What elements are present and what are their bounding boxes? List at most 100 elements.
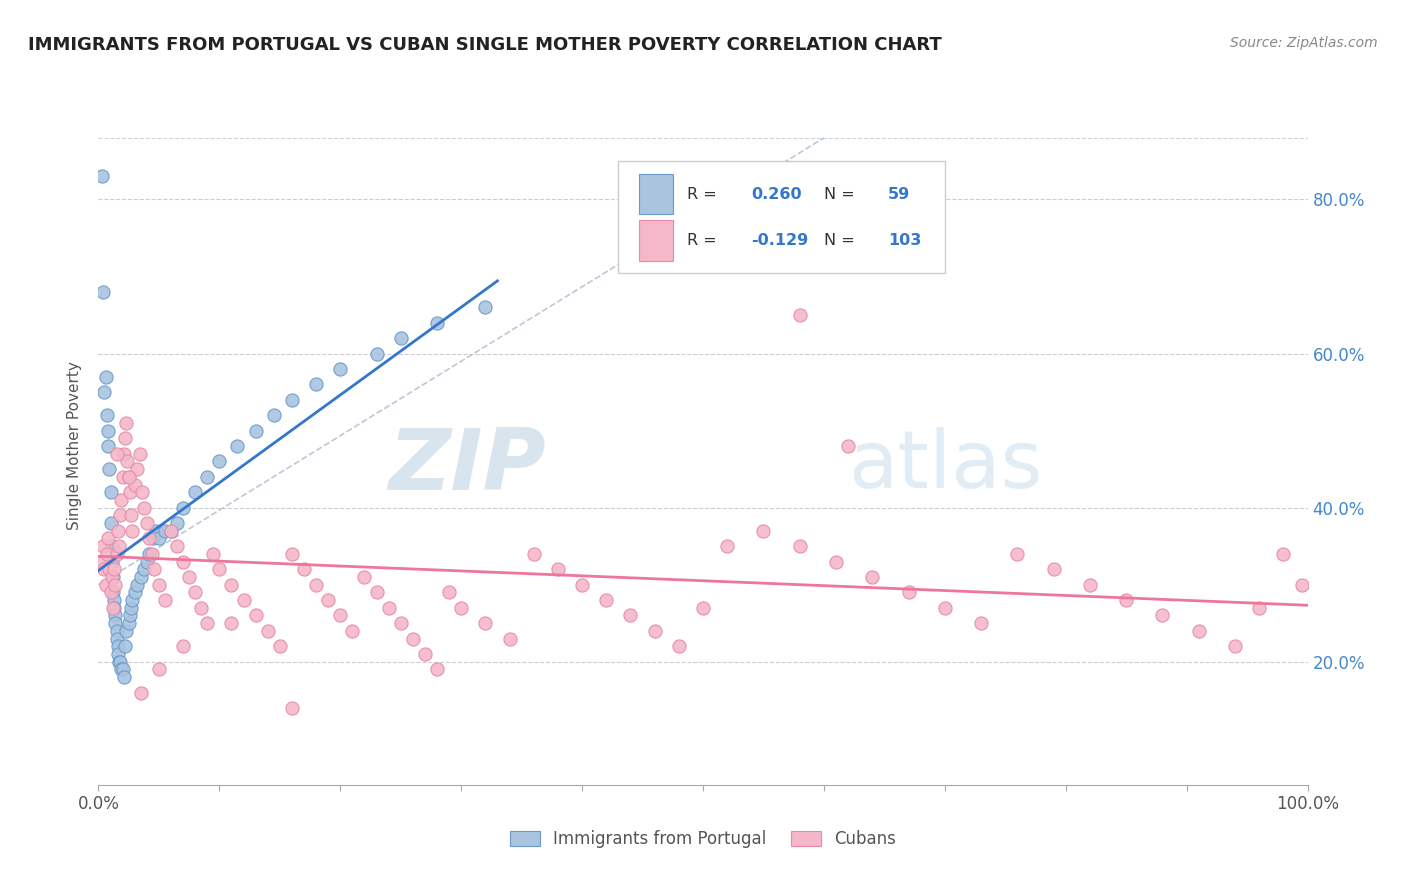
Point — [668, 640, 690, 654]
Point — [547, 562, 569, 576]
Point — [437, 585, 460, 599]
Point — [120, 600, 142, 615]
Point — [107, 524, 129, 538]
Point — [127, 577, 149, 591]
Point — [256, 624, 278, 638]
Point — [121, 524, 143, 538]
Point — [104, 616, 127, 631]
Point — [111, 662, 134, 676]
Point — [595, 593, 617, 607]
Point — [118, 470, 141, 484]
Point — [837, 439, 859, 453]
Point — [160, 524, 183, 538]
Point — [98, 462, 121, 476]
Point — [329, 362, 352, 376]
Point — [91, 285, 114, 299]
Point — [111, 470, 134, 484]
Point — [1115, 593, 1137, 607]
Point — [221, 577, 243, 591]
Point — [1152, 608, 1174, 623]
Point — [226, 439, 249, 453]
Point — [118, 485, 141, 500]
Point — [91, 539, 114, 553]
Point — [825, 555, 848, 569]
Point — [129, 685, 152, 699]
FancyBboxPatch shape — [619, 161, 945, 273]
Point — [221, 616, 243, 631]
Point — [103, 600, 125, 615]
FancyBboxPatch shape — [638, 174, 673, 214]
Point — [970, 616, 993, 631]
Text: -0.129: -0.129 — [751, 233, 808, 248]
Text: N =: N = — [824, 186, 860, 202]
Point — [179, 570, 201, 584]
Point — [166, 539, 188, 553]
Point — [97, 439, 120, 453]
Point — [118, 608, 141, 623]
Y-axis label: Single Mother Poverty: Single Mother Poverty — [67, 361, 83, 531]
Point — [100, 485, 122, 500]
Point — [128, 447, 150, 461]
Point — [141, 547, 163, 561]
Point — [105, 624, 128, 638]
Text: R =: R = — [688, 233, 723, 248]
Point — [184, 485, 207, 500]
Point — [100, 516, 122, 530]
Point — [389, 616, 412, 631]
Point — [104, 577, 127, 591]
Point — [269, 640, 291, 654]
Point — [172, 640, 194, 654]
Text: 0.260: 0.260 — [751, 186, 801, 202]
Point — [148, 577, 170, 591]
Point — [110, 662, 132, 676]
Point — [860, 570, 883, 584]
Point — [153, 593, 176, 607]
Point — [153, 524, 176, 538]
Point — [281, 547, 304, 561]
Point — [1249, 600, 1271, 615]
Point — [94, 369, 117, 384]
Point — [281, 701, 304, 715]
Point — [108, 655, 131, 669]
Point — [305, 377, 328, 392]
Point — [93, 562, 115, 576]
Point — [105, 447, 128, 461]
Point — [426, 662, 449, 676]
Point — [131, 485, 153, 500]
Point — [112, 670, 135, 684]
Point — [101, 600, 124, 615]
Point — [94, 577, 117, 591]
Point — [138, 547, 160, 561]
Point — [245, 424, 267, 438]
Point — [100, 539, 122, 553]
Point — [134, 500, 156, 515]
Point — [692, 600, 714, 615]
Point — [498, 632, 520, 646]
Point — [129, 570, 152, 584]
Point — [115, 624, 138, 638]
Point — [752, 524, 775, 538]
Point — [114, 640, 136, 654]
Point — [114, 431, 136, 445]
Point — [121, 593, 143, 607]
Point — [305, 577, 328, 591]
Point — [172, 555, 194, 569]
Point — [1272, 547, 1295, 561]
Point — [148, 662, 170, 676]
Point — [195, 470, 218, 484]
Point — [108, 655, 131, 669]
Text: atlas: atlas — [848, 427, 1042, 506]
Point — [142, 532, 165, 546]
Point — [450, 600, 472, 615]
Point — [110, 492, 132, 507]
Point — [104, 608, 127, 623]
Point — [232, 593, 254, 607]
Point — [1223, 640, 1246, 654]
Point — [172, 500, 194, 515]
Point — [98, 562, 121, 576]
Point — [523, 547, 546, 561]
Point — [96, 408, 118, 422]
Point — [105, 547, 128, 561]
Point — [366, 346, 388, 360]
Text: IMMIGRANTS FROM PORTUGAL VS CUBAN SINGLE MOTHER POVERTY CORRELATION CHART: IMMIGRANTS FROM PORTUGAL VS CUBAN SINGLE… — [28, 36, 942, 54]
